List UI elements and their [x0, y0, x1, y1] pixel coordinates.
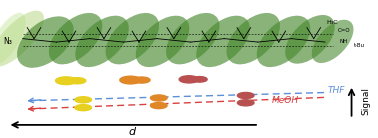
- Ellipse shape: [105, 13, 159, 64]
- Text: Signal: Signal: [361, 87, 370, 115]
- Text: THF: THF: [328, 86, 345, 95]
- Circle shape: [120, 76, 141, 84]
- Ellipse shape: [196, 16, 250, 67]
- Circle shape: [56, 77, 77, 85]
- Ellipse shape: [226, 13, 280, 64]
- Ellipse shape: [312, 20, 353, 63]
- Ellipse shape: [257, 16, 310, 67]
- Text: MeOH: MeOH: [272, 96, 299, 105]
- Circle shape: [179, 76, 199, 83]
- Circle shape: [237, 100, 254, 106]
- Circle shape: [150, 103, 167, 109]
- Text: d: d: [129, 127, 136, 137]
- Text: N₃: N₃: [3, 37, 12, 46]
- Text: NH: NH: [340, 39, 348, 44]
- Ellipse shape: [136, 16, 189, 67]
- Ellipse shape: [17, 16, 74, 68]
- Circle shape: [75, 105, 91, 111]
- Ellipse shape: [49, 13, 102, 64]
- Ellipse shape: [166, 13, 220, 64]
- Ellipse shape: [0, 11, 44, 67]
- Text: t-Bu: t-Bu: [353, 43, 365, 48]
- Circle shape: [237, 92, 254, 99]
- Circle shape: [75, 97, 91, 103]
- Ellipse shape: [0, 13, 26, 64]
- Ellipse shape: [75, 16, 129, 67]
- Circle shape: [150, 95, 167, 101]
- Circle shape: [69, 78, 86, 84]
- Text: H₃C: H₃C: [326, 20, 338, 25]
- Circle shape: [133, 77, 150, 83]
- Text: C=O: C=O: [338, 28, 350, 33]
- Ellipse shape: [285, 15, 335, 64]
- Circle shape: [192, 77, 207, 82]
